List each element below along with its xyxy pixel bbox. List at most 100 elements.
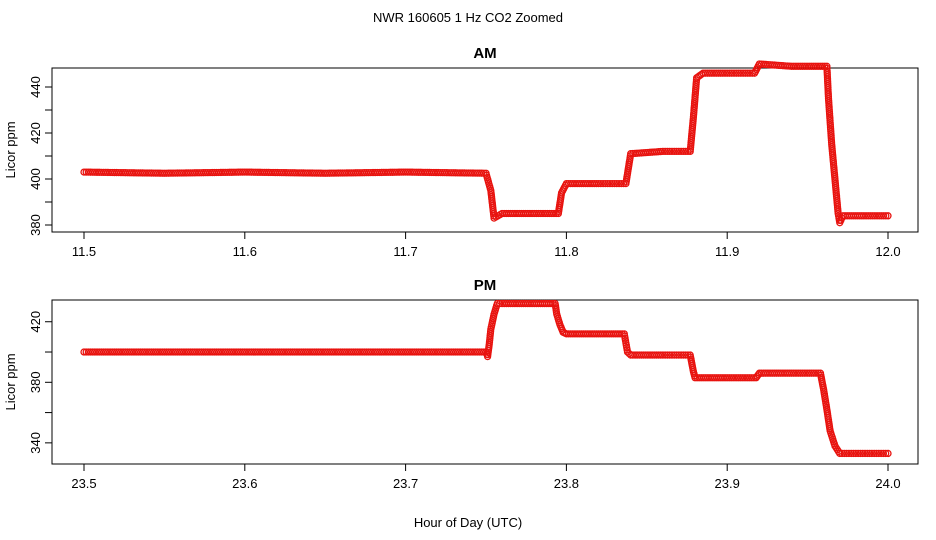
data-point-pm-307 xyxy=(659,351,667,359)
data-point-pm-355 xyxy=(745,374,754,382)
x-tick-label-am-0: 11.5 xyxy=(72,244,96,259)
x-tick-label-pm-5: 24.0 xyxy=(875,476,900,491)
data-point-pm-446 xyxy=(879,449,888,458)
data-point-am-371 xyxy=(730,69,738,77)
data-point-pm-312 xyxy=(670,351,678,359)
data-point-pm-346 xyxy=(725,374,734,382)
data-point-am-271 xyxy=(606,179,614,188)
points-am xyxy=(80,60,892,227)
x-tick-label-am-1: 11.6 xyxy=(233,244,257,259)
plot-area-am xyxy=(51,67,919,233)
data-point-pm-377 xyxy=(790,369,798,377)
y-tick-label-am-0: 380 xyxy=(28,214,43,236)
data-point-pm-381 xyxy=(799,369,807,377)
data-point-am-370 xyxy=(728,69,736,77)
data-point-am-373 xyxy=(734,69,743,77)
x-axis-am: 11.5 11.6 11.7 11.8 11.9 12.0 xyxy=(72,232,901,259)
x-tick-label-am-4: 11.9 xyxy=(715,244,739,259)
data-point-pm-345 xyxy=(723,374,731,382)
data-point-am-316 xyxy=(679,147,688,156)
data-point-pm-442 xyxy=(870,449,878,458)
data-point-pm-436 xyxy=(856,449,865,458)
x-tick-label-pm-3: 23.8 xyxy=(554,476,579,491)
data-point-am-512 xyxy=(884,212,892,220)
figure-title: NWR 160605 1 Hz CO2 Zoomed xyxy=(373,10,563,25)
data-point-pm-380 xyxy=(796,369,805,377)
data-point-pm-441 xyxy=(868,449,876,458)
data-point-pm-315 xyxy=(677,351,685,359)
data-point-am-270 xyxy=(604,179,612,188)
data-point-am-268 xyxy=(599,179,607,188)
data-point-am-511 xyxy=(882,212,890,220)
data-point-am-314 xyxy=(675,147,683,156)
data-point-pm-433 xyxy=(849,449,858,458)
data-point-pm-309 xyxy=(663,351,672,359)
data-point-am-267 xyxy=(597,179,605,188)
data-point-am-368 xyxy=(723,69,731,77)
x-tick-label-pm-1: 23.6 xyxy=(232,476,257,491)
data-point-pm-212 xyxy=(493,299,501,308)
data-point-am-274 xyxy=(613,179,621,188)
data-point-pm-316 xyxy=(679,351,688,359)
data-point-pm-349 xyxy=(732,374,740,382)
x-tick-label-am-2: 11.7 xyxy=(393,244,417,259)
data-point-am-308 xyxy=(661,147,669,156)
data-point-pm-310 xyxy=(666,351,674,359)
x-tick-label-pm-4: 23.9 xyxy=(715,476,740,491)
y-axis-am: 380 400 420 440 xyxy=(28,76,52,236)
data-point-am-309 xyxy=(663,147,672,156)
data-point-pm-347 xyxy=(728,374,736,382)
data-point-pm-438 xyxy=(861,449,869,458)
data-point-am-265 xyxy=(592,179,601,188)
data-point-pm-444 xyxy=(875,449,883,458)
data-point-pm-439 xyxy=(863,449,871,458)
data-point-pm-383 xyxy=(803,369,811,377)
data-point-pm-213 xyxy=(496,299,504,308)
y-tick-label-am-2: 420 xyxy=(28,122,43,144)
data-point-pm-308 xyxy=(661,351,669,359)
y-axis-label-pm: Licor ppm xyxy=(3,353,18,410)
data-point-am-269 xyxy=(601,179,610,188)
x-axis-pm: 23.5 23.6 23.7 23.8 23.9 24.0 xyxy=(71,464,901,491)
y-tick-label-am-1: 400 xyxy=(28,168,43,190)
y-axis-pm: 340 380 420 xyxy=(28,311,52,454)
data-point-pm-352 xyxy=(739,374,747,382)
data-point-am-315 xyxy=(677,147,685,156)
data-point-pm-384 xyxy=(805,369,813,377)
y-tick-label-pm-0: 340 xyxy=(28,432,43,454)
data-point-pm-448 xyxy=(884,449,892,458)
data-point-pm-382 xyxy=(801,369,809,377)
data-point-pm-306 xyxy=(657,351,665,359)
data-point-pm-348 xyxy=(730,374,738,382)
data-point-pm-429 xyxy=(840,449,848,458)
data-point-pm-447 xyxy=(882,449,890,458)
data-point-pm-386 xyxy=(810,369,818,377)
data-point-am-311 xyxy=(668,147,676,156)
data-point-pm-351 xyxy=(736,374,745,382)
data-point-pm-435 xyxy=(854,449,862,458)
data-point-am-266 xyxy=(594,179,603,188)
data-point-am-372 xyxy=(732,69,740,77)
y-tick-label-pm-2: 420 xyxy=(28,311,43,333)
data-point-am-366 xyxy=(719,69,727,77)
data-point-am-313 xyxy=(672,147,681,156)
data-point-pm-378 xyxy=(792,369,800,377)
data-point-pm-314 xyxy=(675,351,683,359)
data-point-pm-428 xyxy=(838,449,846,458)
y-tick-label-pm-1: 380 xyxy=(28,371,43,393)
data-point-pm-311 xyxy=(668,351,676,359)
panel-title-am: AM xyxy=(473,45,496,62)
x-tick-label-am-3: 11.8 xyxy=(554,244,578,259)
data-point-pm-440 xyxy=(865,449,874,458)
data-point-am-377 xyxy=(744,69,752,77)
data-point-pm-350 xyxy=(734,374,742,382)
data-point-pm-434 xyxy=(852,449,860,458)
x-tick-label-pm-2: 23.7 xyxy=(393,476,418,491)
data-point-am-307 xyxy=(659,147,667,156)
data-point-am-376 xyxy=(741,69,750,77)
points-pm xyxy=(80,299,892,458)
data-point-pm-432 xyxy=(847,449,855,458)
